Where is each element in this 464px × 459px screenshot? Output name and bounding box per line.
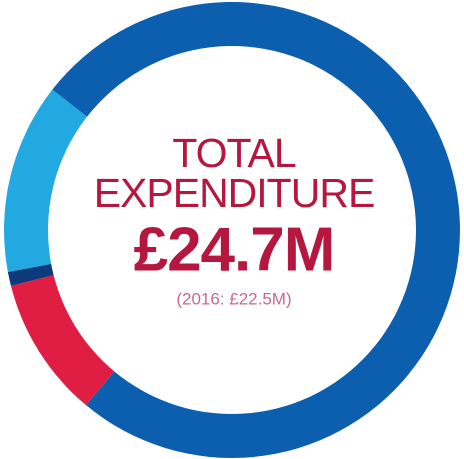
- donut-segment: [10, 275, 115, 406]
- total-value: £24.7M: [134, 215, 335, 284]
- comparison-note: (2016: £22.5M): [176, 289, 291, 308]
- donut-segment: [4, 89, 88, 272]
- chart-title-line: TOTAL: [172, 130, 296, 176]
- chart-title-line: EXPENDITURE: [94, 170, 375, 216]
- donut: [4, 2, 460, 459]
- donut-segment: [7, 263, 54, 286]
